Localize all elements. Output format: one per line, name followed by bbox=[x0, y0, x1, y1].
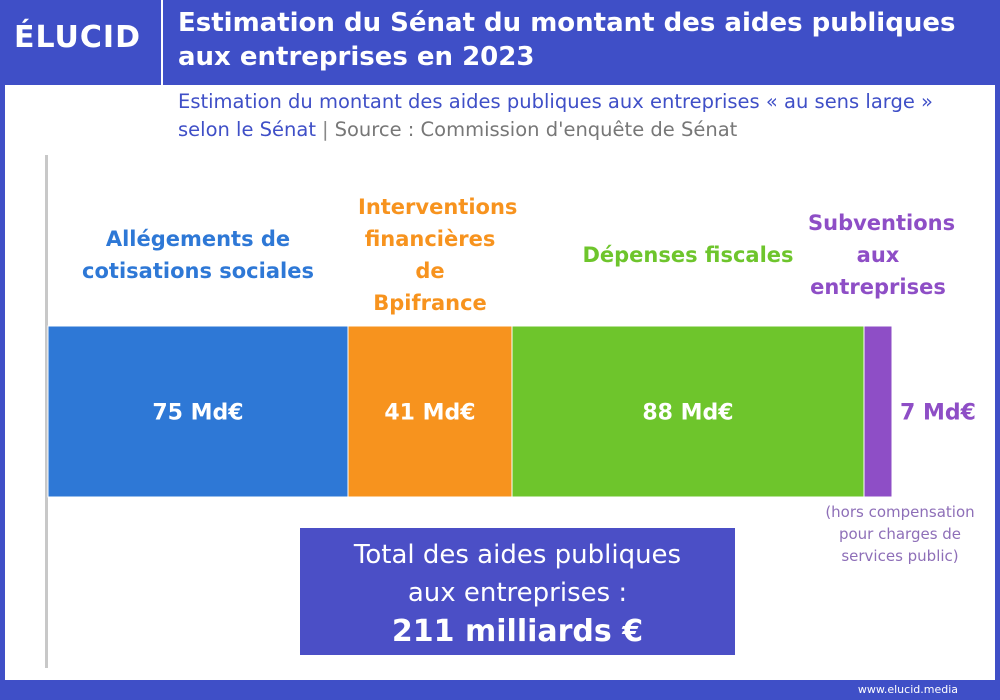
category-label: Subventions aux entreprises bbox=[808, 211, 956, 299]
bar-segment bbox=[47, 325, 349, 498]
logo-separator bbox=[161, 0, 163, 85]
footer: www.elucid.media bbox=[857, 683, 958, 696]
separator: | bbox=[322, 118, 329, 141]
chart-title: Estimation du Sénat du montant des aides… bbox=[178, 8, 956, 72]
value-label: 41 Md€ bbox=[384, 401, 475, 426]
bar-segment bbox=[511, 325, 865, 498]
logo: ÉLUCID bbox=[14, 20, 141, 55]
total-text: Total des aides publiques aux entreprise… bbox=[353, 540, 682, 608]
total-box: Total des aides publiques aux entreprise… bbox=[300, 528, 735, 655]
subheader: Estimation du montant des aides publique… bbox=[178, 88, 978, 144]
axis-line bbox=[45, 155, 48, 668]
category-label: Dépenses fiscales bbox=[582, 243, 794, 267]
subtitle: Estimation du montant des aides publique… bbox=[178, 90, 933, 141]
source: Source : Commission d'enquête de Sénat bbox=[334, 118, 738, 141]
annotation: (hors compensation pour charges de servi… bbox=[825, 503, 975, 565]
category-label: Allégements de cotisations sociales bbox=[82, 227, 314, 283]
category-label: Interventions financières de Bpifrance bbox=[358, 195, 518, 315]
bar-segment bbox=[863, 325, 893, 498]
value-label: 7 Md€ bbox=[900, 401, 976, 426]
total-label: 211 milliards € bbox=[391, 614, 644, 649]
value-label: 75 Md€ bbox=[152, 401, 243, 426]
value-label: 88 Md€ bbox=[642, 401, 733, 426]
